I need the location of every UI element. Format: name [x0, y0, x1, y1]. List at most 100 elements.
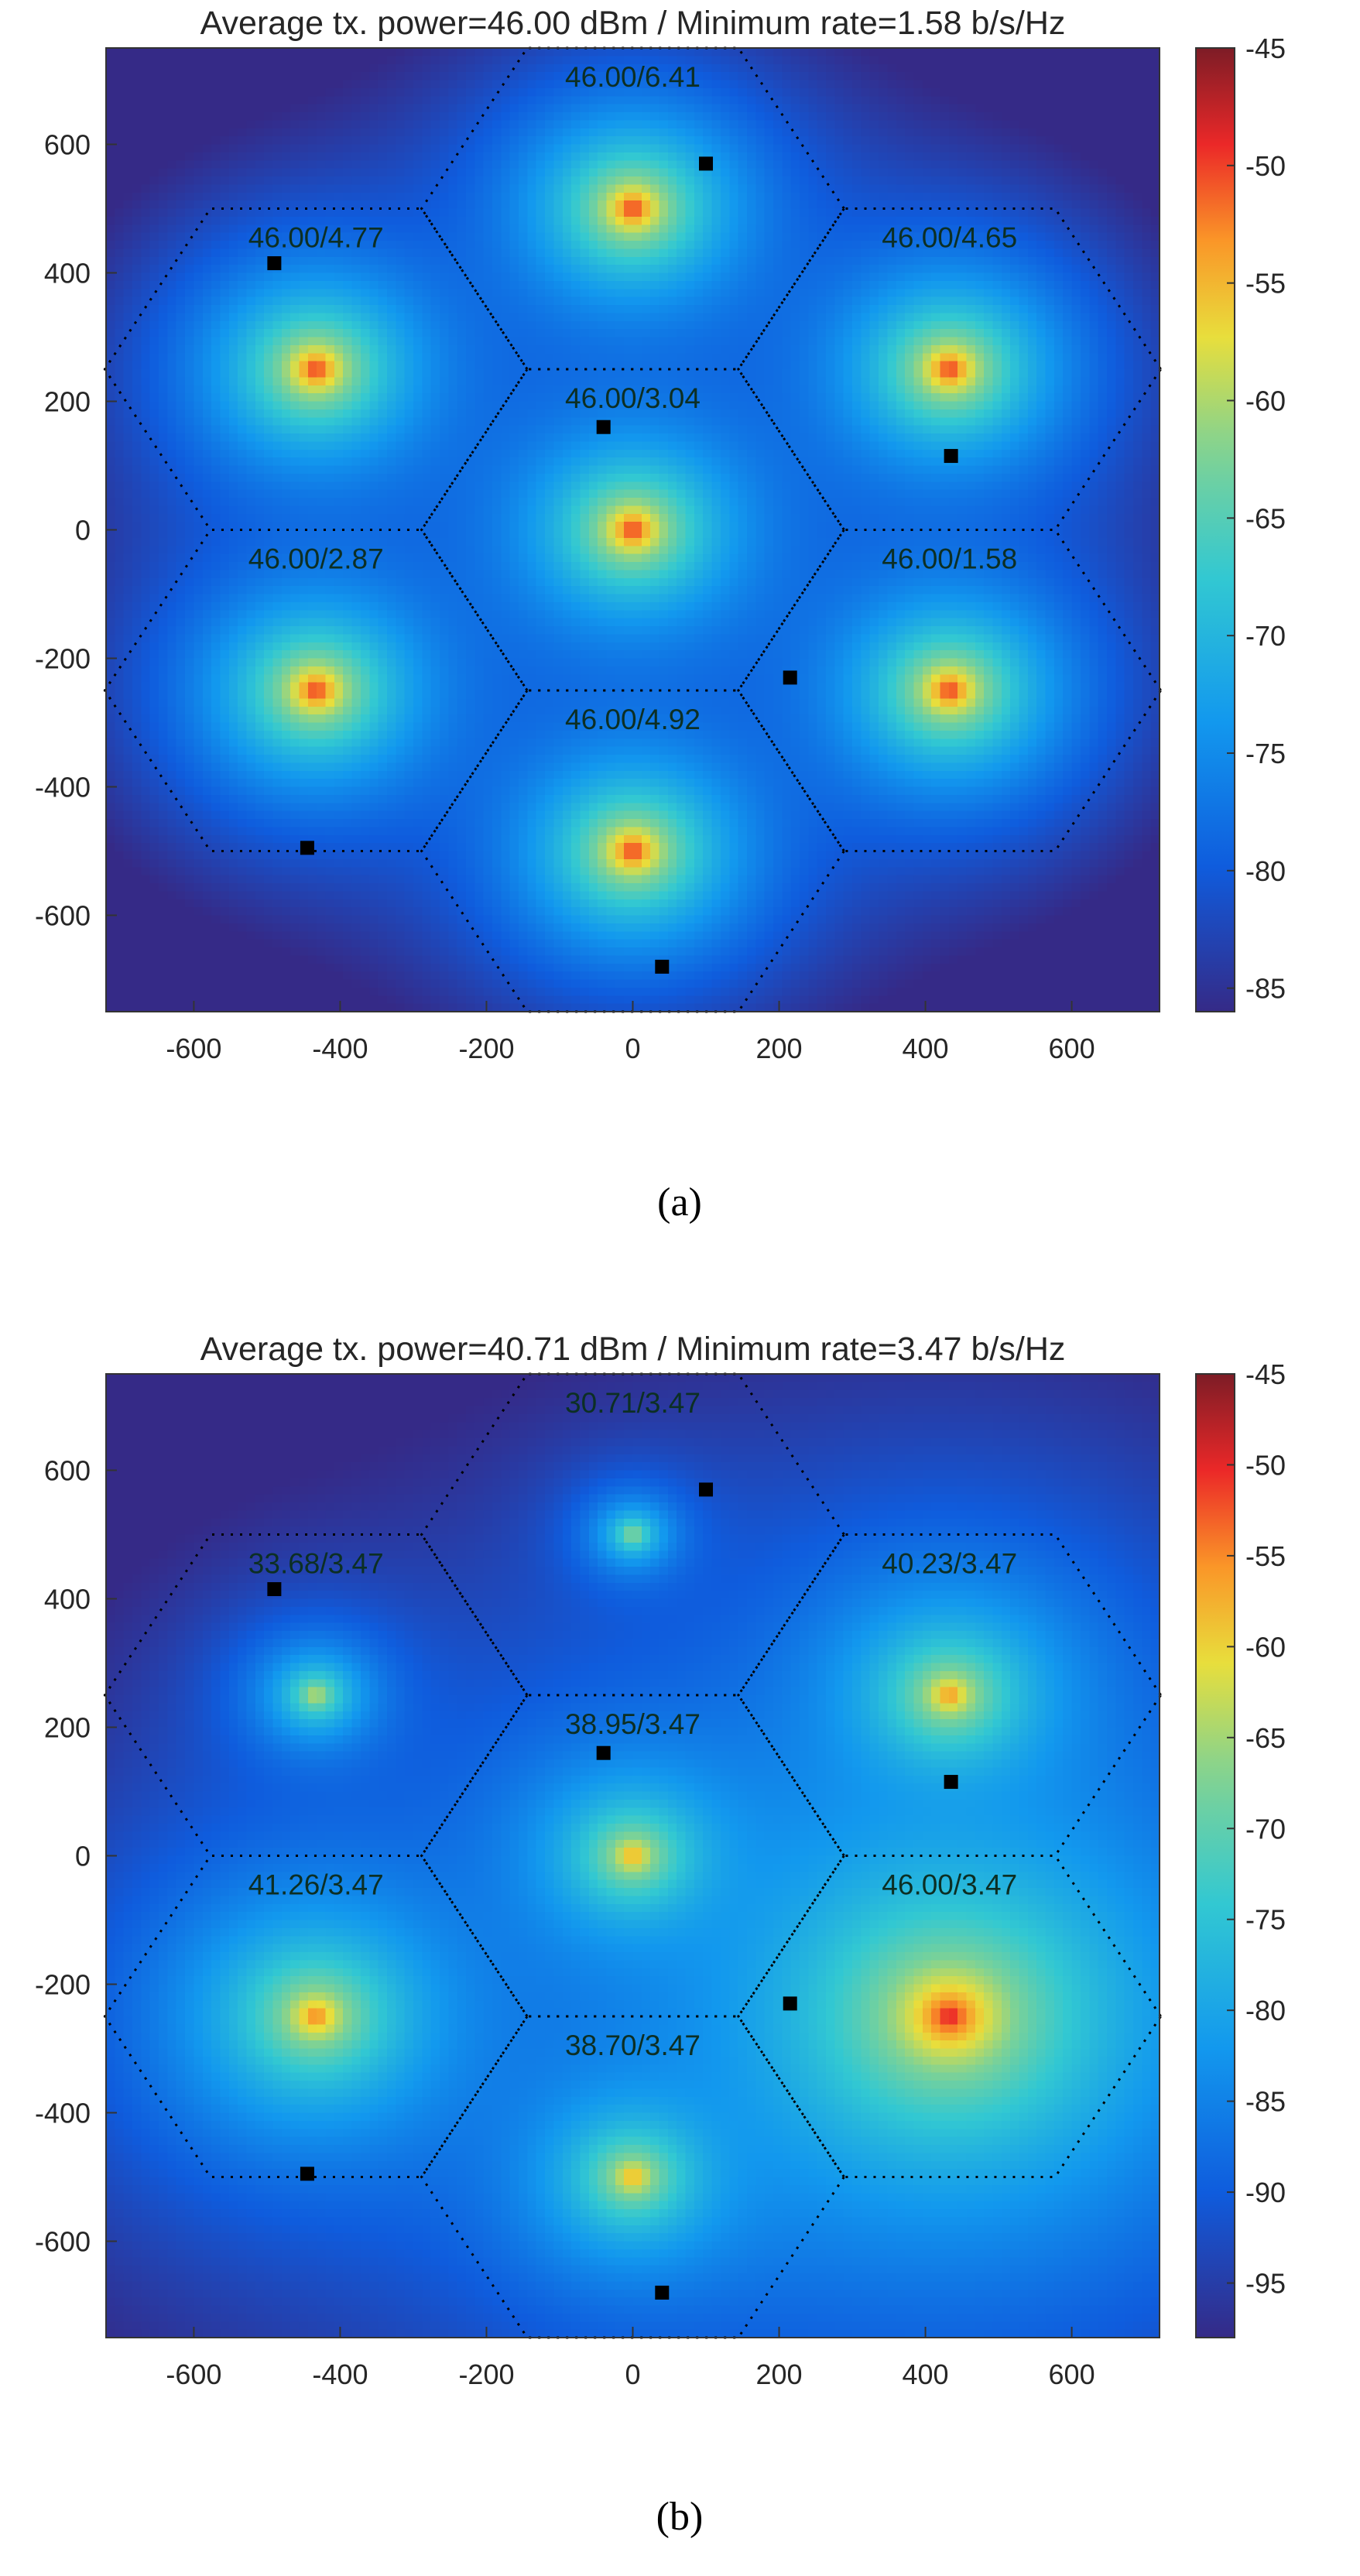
y-tick-label: -400: [35, 772, 91, 803]
user-marker: [300, 2167, 314, 2181]
x-tick-label: -200: [458, 2358, 514, 2390]
cell-boundary: [103, 207, 529, 531]
colorbar-tick-label: -60: [1245, 1631, 1286, 1663]
panel-caption: (b): [656, 2495, 704, 2539]
cell-boundary: [103, 529, 529, 852]
x-tick-label: 400: [903, 1033, 949, 1064]
cell-label: 38.95/3.47: [565, 1708, 701, 1740]
x-tick-label: 600: [1049, 2358, 1095, 2390]
cell-label: 46.00/4.77: [248, 221, 384, 253]
user-marker: [783, 1996, 797, 2011]
x-tick-label: -200: [458, 1033, 514, 1064]
colorbar-tick-label: -75: [1245, 738, 1286, 769]
colorbar-tick-label: -90: [1245, 2177, 1286, 2208]
user-marker: [267, 1582, 282, 1597]
user-marker: [596, 420, 611, 434]
user-marker: [655, 2285, 670, 2300]
colorbar-tick-label: -80: [1245, 855, 1286, 887]
cell-label: 46.00/3.04: [565, 382, 701, 414]
cell-label: 46.00/6.41: [565, 61, 701, 93]
x-tick-label: 200: [755, 2358, 802, 2390]
colorbar-tick-label: -65: [1245, 502, 1286, 534]
cell-label: 38.70/3.47: [565, 2030, 701, 2061]
user-marker: [300, 841, 314, 855]
user-marker: [944, 1775, 958, 1790]
cell-label: 30.71/3.47: [565, 1387, 701, 1419]
x-tick-label: -600: [166, 2358, 221, 2390]
colorbar-tick-label: -95: [1245, 2268, 1286, 2300]
colorbar-tick-label: -75: [1245, 1904, 1286, 1936]
cell-boundary: [737, 1533, 1163, 1857]
colorbar-tick-label: -45: [1245, 33, 1286, 64]
cell-boundary: [103, 1533, 529, 1857]
y-tick-label: -400: [35, 2098, 91, 2129]
colorbar-tick-label: -80: [1245, 1995, 1286, 2026]
colorbar-tick-label: -50: [1245, 150, 1286, 182]
cell-label: 46.00/4.65: [882, 221, 1017, 253]
y-tick-label: -600: [35, 900, 91, 932]
x-tick-label: -400: [312, 2358, 368, 2390]
colorbar-tick-label: -70: [1245, 1813, 1286, 1845]
x-tick-label: 200: [755, 1033, 802, 1064]
colorbar-tick-label: -45: [1245, 1358, 1286, 1390]
user-marker: [267, 256, 282, 271]
cell-label: 33.68/3.47: [248, 1547, 384, 1579]
panel-a: Average tx. power=46.00 dBm / Minimum ra…: [35, 5, 1286, 1225]
user-marker: [596, 1745, 611, 1760]
cell-boundary: [737, 529, 1163, 852]
cell-label: 46.00/1.58: [882, 543, 1017, 574]
colorbar-tick-label: -70: [1245, 620, 1286, 652]
y-tick-label: -600: [35, 2226, 91, 2258]
colorbar-tick-label: -60: [1245, 385, 1286, 416]
user-marker: [655, 959, 670, 974]
y-tick-label: 200: [44, 1712, 91, 1744]
cell-label: 46.00/3.47: [882, 1869, 1017, 1900]
x-tick-label: 0: [625, 2358, 640, 2390]
cell-boundary: [737, 1855, 1163, 2178]
cell-boundary: [420, 368, 846, 692]
x-tick-label: 400: [903, 2358, 949, 2390]
cell-boundary: [420, 689, 846, 1013]
cell-boundary: [420, 46, 846, 371]
user-marker: [944, 449, 958, 464]
y-tick-label: 400: [44, 1584, 91, 1615]
chart-title: Average tx. power=40.71 dBm / Minimum ra…: [200, 1331, 1066, 1368]
x-tick-label: -600: [166, 1033, 221, 1064]
x-tick-label: 0: [625, 1033, 640, 1064]
cell-boundary: [420, 1694, 846, 2018]
heatmap-image: [106, 1374, 1160, 2338]
cell-boundary: [420, 1372, 846, 1697]
colorbar-tick-label: -85: [1245, 973, 1286, 1005]
cell-label: 41.26/3.47: [248, 1869, 384, 1900]
y-tick-label: -200: [35, 643, 91, 675]
y-tick-label: 600: [44, 1455, 91, 1487]
chart-title: Average tx. power=46.00 dBm / Minimum ra…: [200, 5, 1066, 42]
user-marker: [699, 156, 714, 171]
x-tick-label: 600: [1049, 1033, 1095, 1064]
cell-boundary: [103, 1855, 529, 2178]
cell-boundary: [420, 2015, 846, 2339]
panel-b: Average tx. power=40.71 dBm / Minimum ra…: [35, 1331, 1286, 2539]
colorbar: [1195, 47, 1235, 1012]
colorbar-tick-label: -85: [1245, 2086, 1286, 2118]
user-marker: [783, 670, 797, 685]
cell-label: 40.23/3.47: [882, 1547, 1017, 1579]
panel-caption: (a): [657, 1180, 702, 1225]
cell-label: 46.00/2.87: [248, 543, 384, 574]
colorbar-tick-label: -65: [1245, 1722, 1286, 1754]
y-tick-label: 600: [44, 129, 91, 161]
colorbar: [1195, 1373, 1235, 2338]
cell-boundary: [737, 207, 1163, 531]
y-tick-label: 400: [44, 258, 91, 289]
colorbar-tick-label: -55: [1245, 1540, 1286, 1572]
y-tick-label: -200: [35, 1969, 91, 2001]
y-tick-label: 0: [75, 1841, 91, 1872]
y-tick-label: 200: [44, 386, 91, 418]
x-tick-label: -400: [312, 1033, 368, 1064]
heatmap-image: [106, 48, 1160, 1012]
cell-label: 46.00/4.92: [565, 704, 701, 735]
user-marker: [699, 1482, 714, 1497]
colorbar-tick-label: -55: [1245, 268, 1286, 300]
colorbar-tick-label: -50: [1245, 1449, 1286, 1481]
